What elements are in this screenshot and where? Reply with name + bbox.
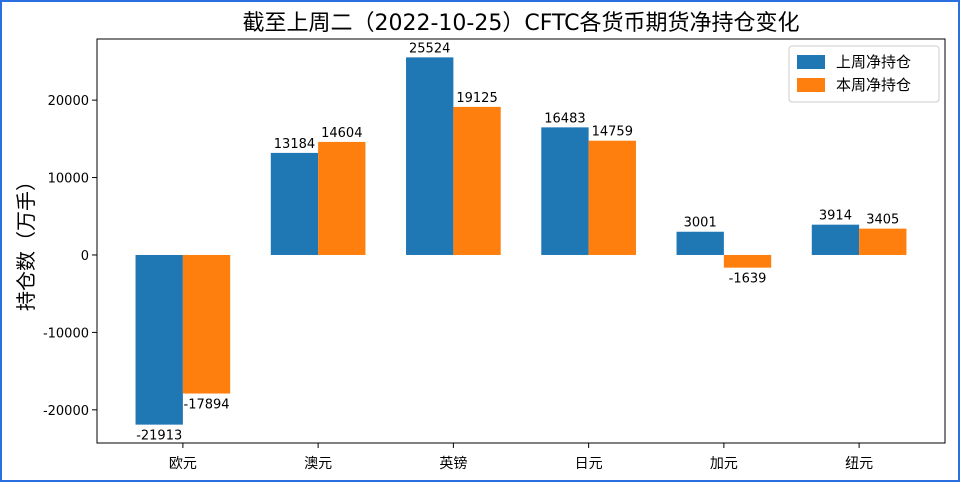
x-tick-label: 澳元: [304, 456, 332, 472]
y-axis: -20000 -10000 0 10000 20000: [43, 94, 97, 419]
bar-value-labels-layer: -21913 13184 25524 16483 3001 3914 -17894 14604…: [136, 41, 899, 443]
x-tick-label: 英镑: [439, 455, 467, 472]
legend-label: 上周净持仓: [836, 53, 911, 71]
bar-value-label: 14759: [592, 125, 633, 140]
x-tick-label: 加元: [710, 456, 738, 472]
bars-layer: [135, 57, 907, 425]
bar-series-1-category-2: [270, 152, 319, 255]
bar-value-label: 3914: [819, 209, 852, 224]
bar-value-label: 19125: [456, 91, 497, 106]
bar-value-label: -21913: [136, 429, 182, 444]
bar-value-label: 16483: [544, 111, 585, 126]
bar-series-1-category-1: [135, 254, 183, 425]
y-tick-label: 20000: [48, 94, 89, 109]
bar-series-1-category-6: [811, 224, 860, 255]
legend-entry: 上周净持仓: [797, 53, 911, 71]
legend: 上周净持仓 本周净持仓: [788, 45, 940, 103]
bar-series-2-category-1: [182, 254, 231, 394]
legend-box: [788, 45, 940, 103]
bar-series-2-category-4: [588, 140, 636, 255]
bar-series-2-category-2: [318, 141, 366, 255]
bar-series-2-category-6: [859, 228, 907, 255]
x-tick-label: 欧元: [169, 456, 197, 472]
bar-value-label: 25524: [409, 41, 450, 56]
legend-swatch: [797, 78, 825, 92]
x-axis: 欧元 澳元 英镑 日元 加元 纽元: [169, 443, 873, 472]
y-tick-label: -20000: [43, 404, 89, 419]
bar-value-label: -1639: [729, 272, 767, 287]
bar-value-label: -17894: [184, 398, 230, 413]
y-tick-label: 10000: [48, 172, 89, 187]
legend-swatch: [797, 55, 825, 69]
y-tick-label: 0: [81, 249, 89, 264]
bar-value-label: 13184: [274, 137, 315, 152]
bar-value-label: 14604: [321, 126, 362, 141]
bar-series-1-category-4: [541, 127, 589, 255]
x-tick-label: 日元: [575, 456, 603, 472]
bar-series-1-category-3: [406, 57, 454, 255]
legend-entry: 本周净持仓: [797, 76, 911, 94]
bar-value-label: 3405: [866, 213, 899, 228]
legend-label: 本周净持仓: [836, 76, 911, 94]
y-tick-label: -10000: [43, 326, 89, 341]
bar-value-label: 3001: [684, 216, 717, 231]
bar-series-1-category-5: [676, 231, 724, 255]
x-tick-label: 纽元: [845, 456, 873, 472]
chart-title: 截至上周二（2022-10-25）CFTC各货币期货净持仓变化: [243, 11, 800, 36]
y-axis-label: 持仓数（万手）: [14, 171, 38, 311]
bar-series-2-category-5: [723, 254, 772, 268]
plot-area-frame: [96, 38, 946, 444]
bar-series-2-category-3: [453, 106, 501, 255]
